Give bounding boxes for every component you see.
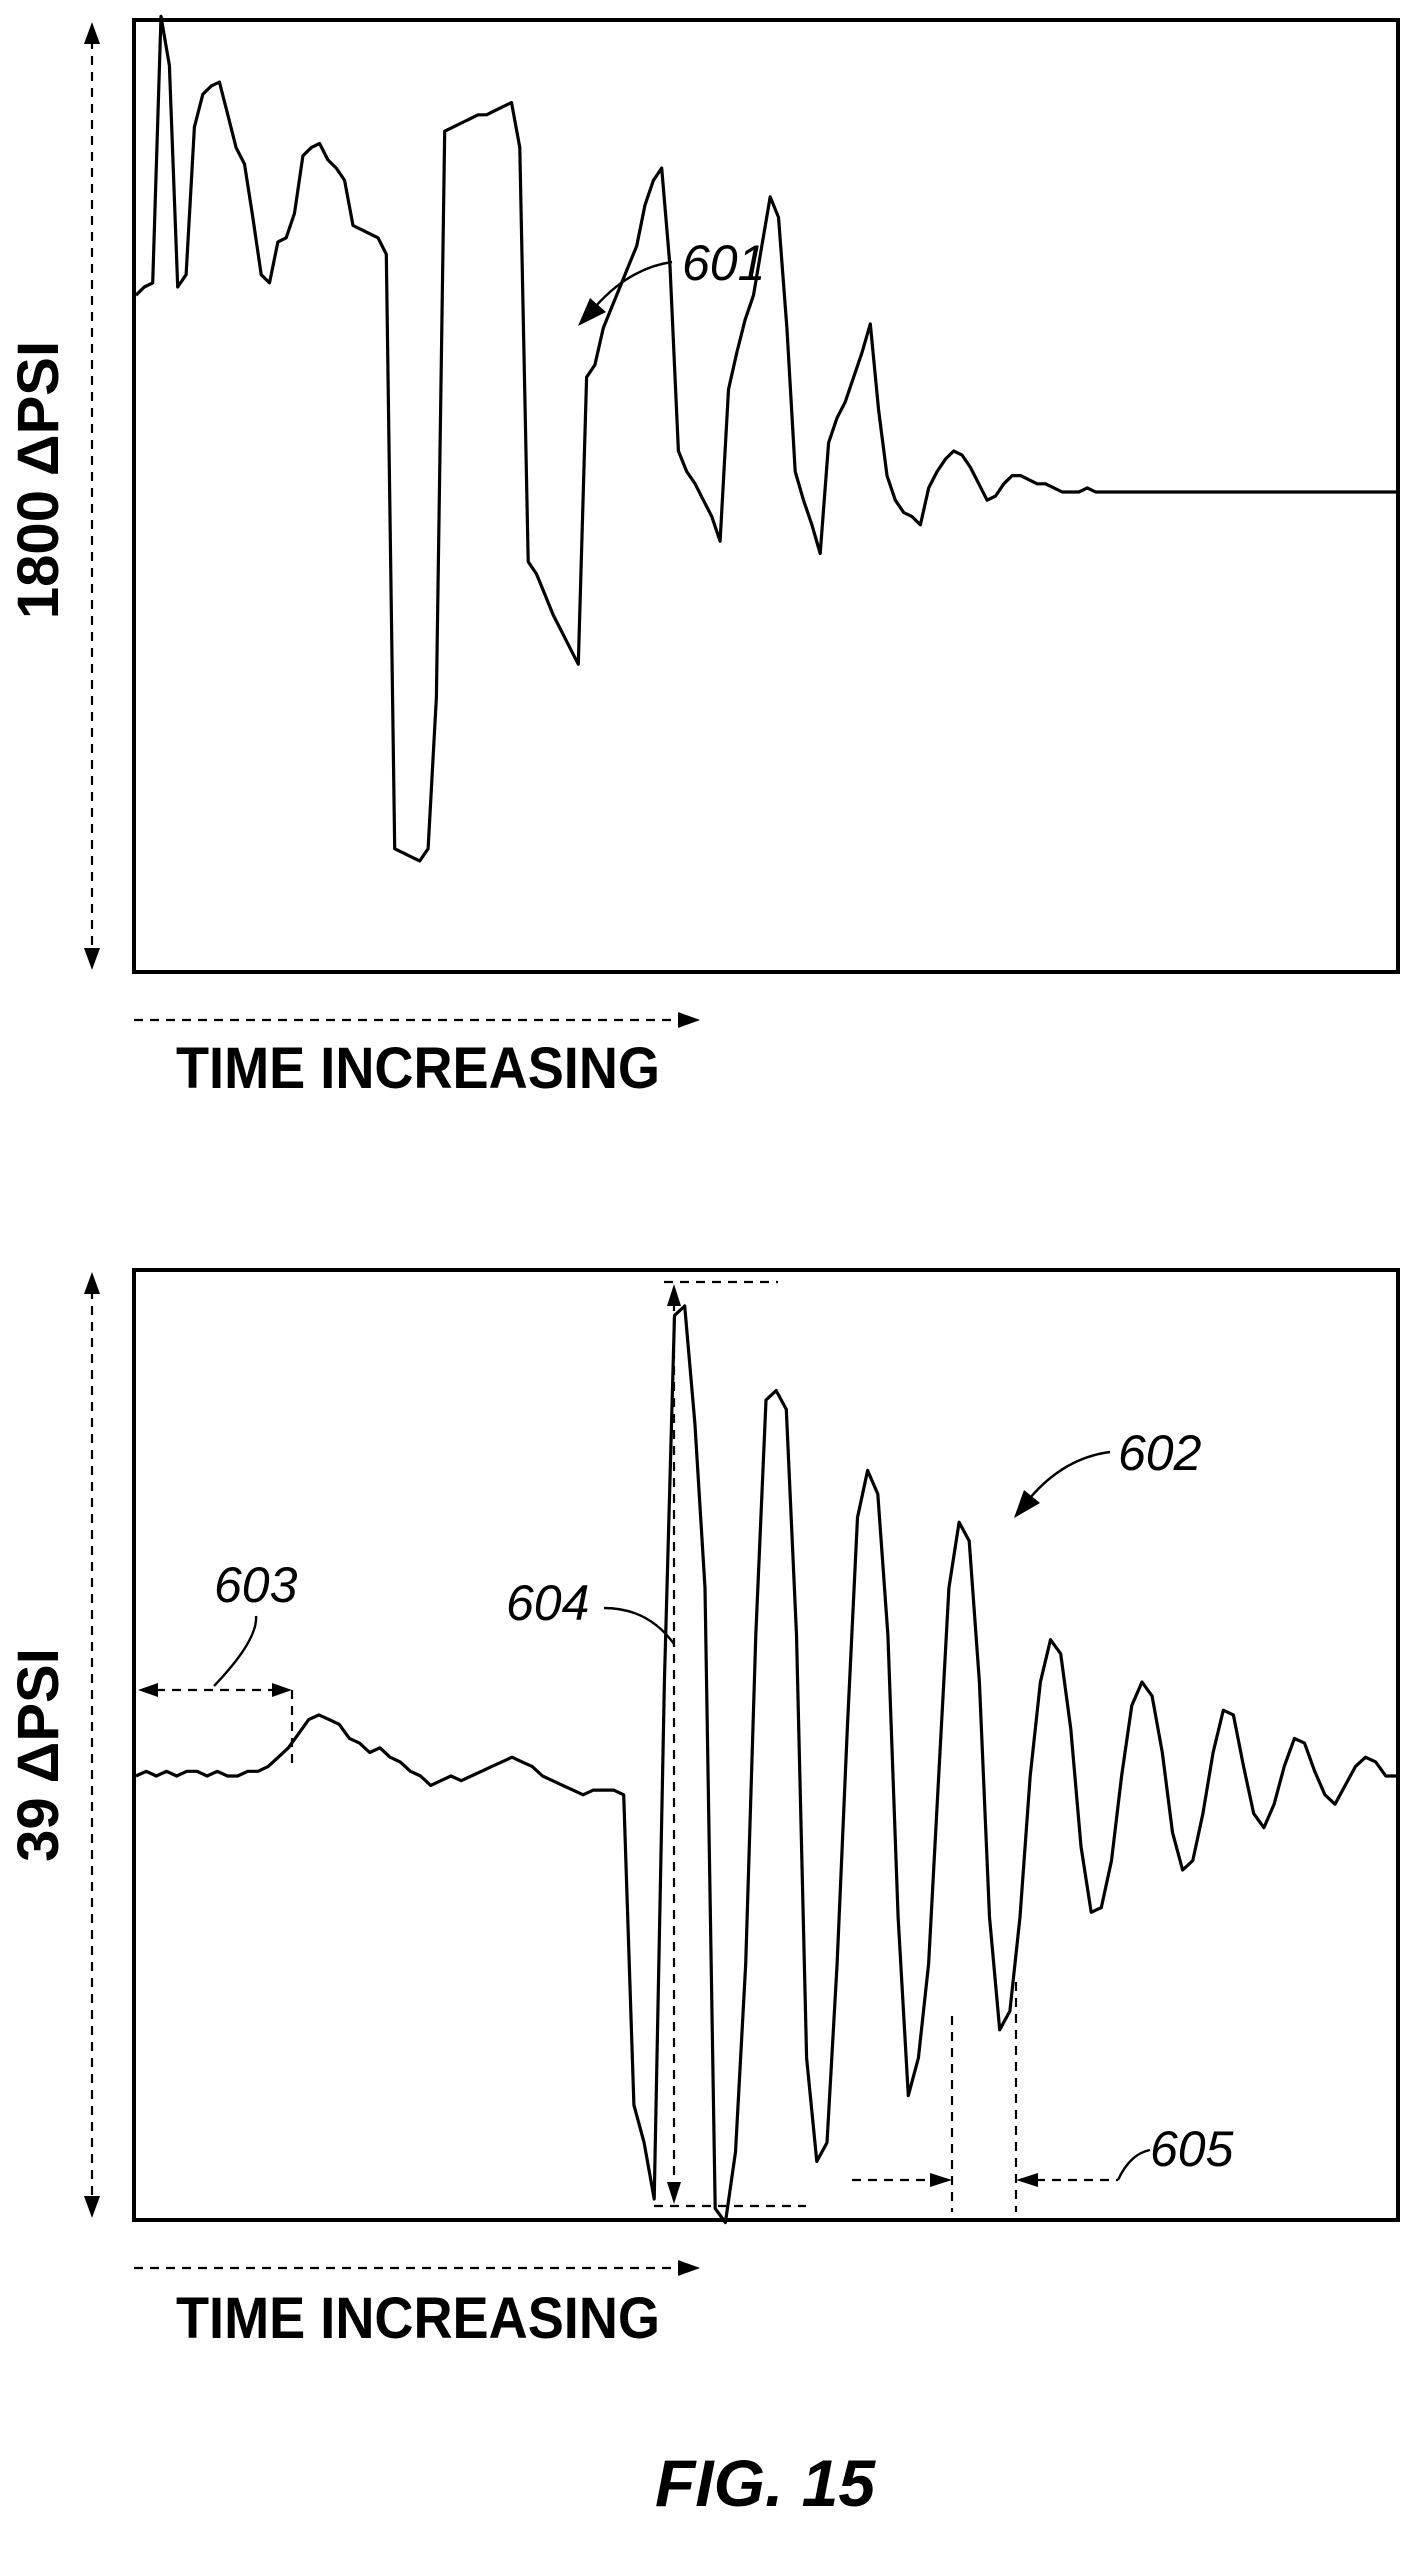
chart-bottom-y-arrow-up [84,1272,100,1294]
baseline-interval-ref: 603 [214,1557,298,1613]
chart-top: 1800 ΔPSI TIME INCREASING 601 [6,14,1400,1101]
chart-bottom-x-arrow [678,2260,700,2276]
period-ref: 605 [1150,2121,1234,2177]
baseline-interval-leader [213,1615,258,1687]
amplitude-arrow-up [667,1284,681,1306]
chart-top-x-arrow [678,1012,700,1028]
period-arrow-left-pointing-right [930,2173,952,2187]
chart-bottom-y-arrow-down [84,2196,100,2218]
chart-top-x-axis-label: TIME INCREASING [176,1036,660,1101]
amplitude-leader [603,1606,675,1645]
baseline-interval-arrow-left [138,1683,158,1697]
chart-top-trace-ref: 601 [682,235,765,291]
baseline-interval-arrow-right [272,1683,292,1697]
chart-bottom-trace-leader-arrow [1014,1490,1040,1518]
chart-bottom: 39 ΔPSI TIME INCREASING 602 603 604 605 [6,1268,1400,2351]
chart-bottom-trace-ref: 602 [1118,1425,1202,1481]
chart-bottom-x-axis-label: TIME INCREASING [176,2286,660,2351]
chart-bottom-trace-leader [1029,1450,1111,1499]
figure-caption: FIG. 15 [655,2446,876,2520]
period-leader [1116,2148,1151,2181]
chart-top-y-axis-label: 1800 ΔPSI [6,341,71,619]
chart-top-frame [132,18,1400,974]
chart-top-y-arrow-down [84,948,100,970]
chart-bottom-frame [132,1268,1400,2222]
chart-top-trace-leader-arrow [578,298,606,326]
chart-top-series-line [134,14,1396,863]
period-arrow-right-pointing-left [1016,2173,1038,2187]
chart-bottom-y-axis-label: 39 ΔPSI [6,1648,71,1862]
amplitude-arrow-down [667,2182,681,2204]
chart-bottom-series-line [135,1304,1396,2225]
chart-top-y-arrow-up [84,22,100,44]
chart-top-trace-leader [595,260,673,307]
amplitude-ref: 604 [506,1575,589,1631]
